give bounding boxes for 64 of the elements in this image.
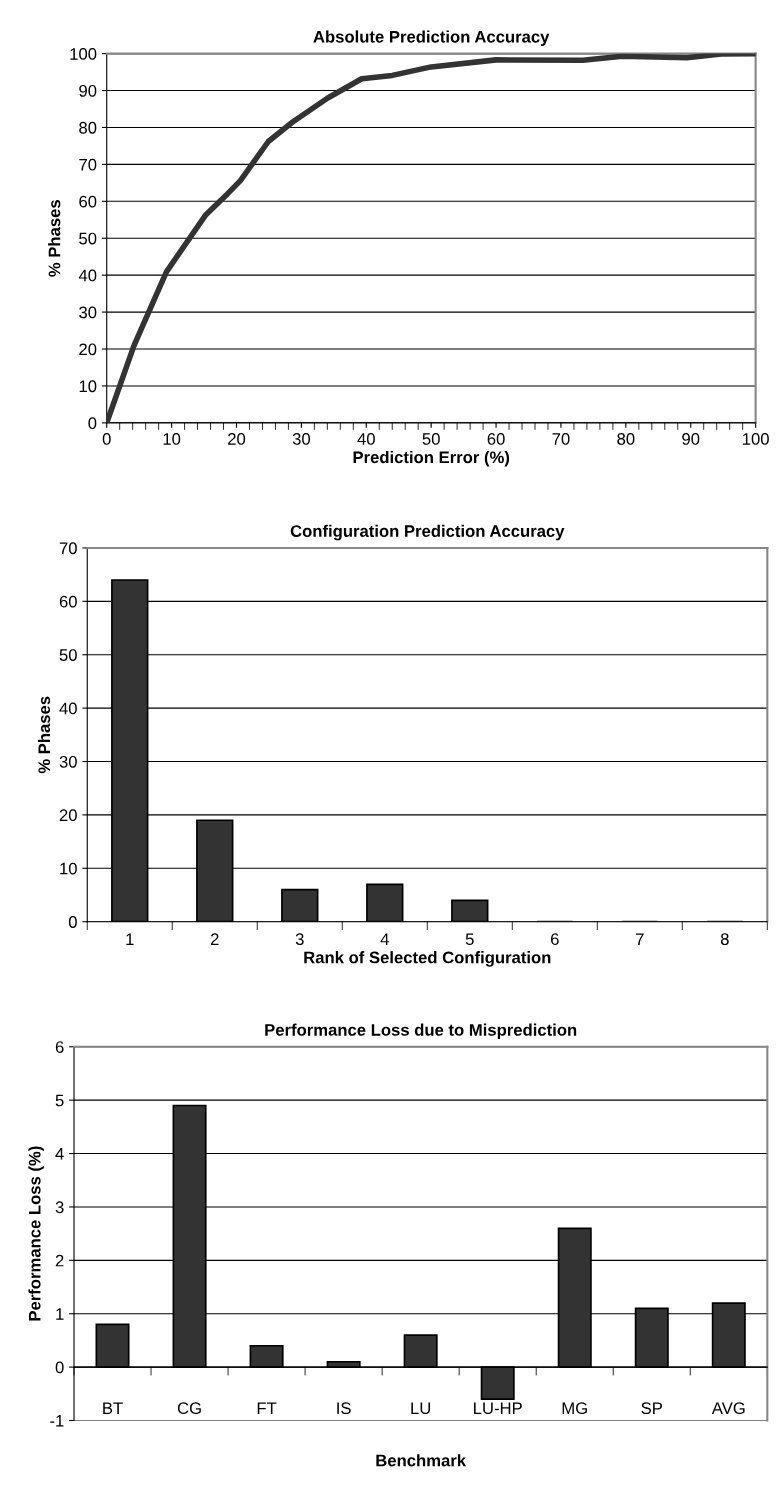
y-tick-label: 1 bbox=[56, 1308, 64, 1320]
y-tick-label: 40 bbox=[78, 269, 97, 282]
x-axis-title: Benchmark bbox=[376, 1454, 467, 1467]
x-tick-label: 90 bbox=[682, 433, 700, 445]
x-axis-title: Prediction Error (%) bbox=[353, 450, 510, 467]
x-tick-label: 30 bbox=[292, 433, 311, 445]
y-tick-label: 10 bbox=[79, 380, 97, 393]
x-tick-label: 8 bbox=[720, 933, 729, 946]
y-axis-title: % Phases bbox=[48, 200, 61, 277]
x-tick-label: LU bbox=[411, 1402, 431, 1415]
x-tick-label: 6 bbox=[551, 933, 559, 946]
y-tick-label: 20 bbox=[79, 343, 97, 356]
y-axis-title: Performance Loss (%) bbox=[28, 1146, 44, 1321]
y-tick-label: 0 bbox=[55, 1361, 64, 1374]
x-tick-label: 3 bbox=[295, 933, 304, 946]
y-tick-label: 60 bbox=[79, 195, 97, 208]
x-tick-label: 5 bbox=[465, 933, 474, 946]
y-tick-label: 100 bbox=[70, 48, 97, 60]
y-tick-label: 6 bbox=[55, 1041, 64, 1053]
y-tick-label: 4 bbox=[55, 1148, 64, 1160]
x-tick-label: FT bbox=[257, 1402, 277, 1414]
x-tick-label: CG bbox=[177, 1402, 201, 1415]
y-tick-label: 90 bbox=[79, 84, 97, 97]
y-tick-label: 50 bbox=[59, 649, 77, 661]
x-tick-label: 60 bbox=[487, 433, 505, 445]
x-tick-label: 1 bbox=[126, 933, 134, 945]
x-tick-label: 4 bbox=[380, 933, 389, 945]
y-tick-label: 3 bbox=[55, 1201, 64, 1214]
x-tick-label: AVG bbox=[711, 1402, 745, 1415]
x-tick-label: BT bbox=[103, 1402, 123, 1414]
x-tick-label: 10 bbox=[163, 433, 181, 445]
y-tick-label: -1 bbox=[50, 1415, 64, 1427]
y-tick-label: 0 bbox=[88, 417, 97, 430]
chart-title: Performance Loss due to Misprediction bbox=[265, 1023, 577, 1040]
y-tick-label: 10 bbox=[60, 862, 77, 875]
y-tick-label: 5 bbox=[55, 1094, 64, 1107]
x-tick-label: 70 bbox=[552, 433, 570, 445]
y-axis-title: % Phases bbox=[37, 696, 51, 774]
y-tick-label: 60 bbox=[59, 595, 77, 608]
chart-title: Absolute Prediction Accuracy bbox=[313, 30, 550, 46]
y-tick-label: 2 bbox=[55, 1254, 64, 1267]
x-tick-label: 40 bbox=[357, 433, 375, 445]
y-tick-label: 40 bbox=[59, 702, 77, 715]
x-tick-label: 50 bbox=[422, 433, 440, 445]
y-tick-label: 30 bbox=[79, 306, 97, 319]
x-tick-label: SP bbox=[641, 1402, 662, 1415]
x-tick-label: 7 bbox=[636, 933, 644, 945]
y-tick-label: 0 bbox=[68, 916, 77, 928]
x-tick-label: 80 bbox=[617, 433, 635, 445]
x-tick-label: 2 bbox=[210, 933, 219, 945]
x-tick-label: 100 bbox=[743, 433, 769, 445]
y-tick-label: 70 bbox=[79, 158, 97, 171]
x-axis-title: Rank of Selected Configuration bbox=[304, 951, 551, 967]
x-tick-label: 0 bbox=[102, 433, 111, 445]
x-tick-label: IS bbox=[337, 1402, 351, 1415]
y-tick-label: 70 bbox=[59, 542, 77, 555]
x-tick-label: 20 bbox=[228, 433, 246, 445]
y-tick-label: 80 bbox=[79, 121, 97, 134]
y-tick-label: 50 bbox=[79, 232, 97, 245]
y-tick-label: 30 bbox=[59, 755, 77, 768]
y-tick-label: 20 bbox=[59, 809, 77, 822]
x-tick-label: MG bbox=[562, 1402, 587, 1415]
x-tick-label: LU-HP bbox=[474, 1402, 522, 1415]
chart-title: Configuration Prediction Accuracy bbox=[290, 524, 565, 541]
